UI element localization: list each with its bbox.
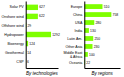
tick-label: Europe: [71, 5, 83, 9]
bars: [84, 4, 111, 65]
bar: [26, 5, 38, 10]
data-label: 1292: [52, 33, 60, 37]
tick-label: Other Asia: [66, 45, 83, 49]
data-label: 622: [39, 14, 45, 18]
tick: Other Asia: [66, 45, 85, 49]
axis-line: [84, 2, 85, 69]
tick: Oceania: [69, 61, 84, 65]
tick-label: Bioenergy: [8, 42, 24, 46]
y-axis: Solar PV Onshore wind Offshore wind Hydropo…: [2, 2, 27, 69]
axis-line: [26, 68, 58, 69]
bars: [26, 5, 51, 65]
data-label: 130: [90, 29, 96, 33]
bar: [84, 12, 111, 17]
tick: Onshore wind: [2, 15, 26, 19]
data-labels: 627 622 29 1292 124 14 6: [27, 5, 60, 63]
bar: [84, 4, 102, 9]
tick: China: [73, 13, 84, 17]
tick: Bioenergy: [8, 42, 26, 46]
tick: USA: [75, 21, 84, 25]
axis-line: [26, 2, 27, 69]
data-label: 510: [104, 5, 110, 9]
data-label: 100: [89, 53, 95, 57]
data-label: 627: [39, 5, 45, 9]
tick-label: China: [73, 13, 82, 17]
tick-label: India: [74, 29, 82, 33]
data-label: 14: [27, 51, 31, 55]
bar: [26, 32, 51, 37]
tick-label: Solar PV: [10, 5, 25, 9]
tick-label: Oceania: [69, 61, 82, 65]
bar: [84, 20, 94, 25]
bar: [26, 14, 38, 19]
data-label: 124: [29, 42, 35, 46]
x-axis: [26, 68, 58, 69]
panel: Europe China USA India Latin Am. Other Asia Mi…: [64, 2, 121, 77]
tick: Geothermal: [5, 51, 26, 55]
tick: Solar PV: [10, 5, 26, 9]
bar: [84, 44, 92, 49]
data-labels: 510758 280 130 250 230 100 22: [86, 5, 118, 65]
data-label: 280: [95, 21, 101, 25]
chart-svg: Solar PV Onshore wind Offshore wind Hydropo…: [0, 0, 124, 77]
bar: [84, 36, 93, 41]
data-label: 22: [86, 61, 90, 65]
tick: Hydropower: [4, 33, 25, 37]
title: By technologies: [26, 71, 59, 76]
data-label: 6: [27, 60, 29, 64]
tick-label: Geothermal: [5, 51, 24, 55]
tick-label: Onshore wind: [2, 15, 24, 19]
data-label: 29: [27, 24, 31, 28]
tick: CSP: [16, 60, 25, 64]
tick: Middle East& Africa: [64, 51, 85, 59]
tick-label: Middle East& Africa: [64, 51, 83, 59]
tick-label-line: & Africa: [70, 55, 82, 59]
tick: Europe: [71, 5, 85, 9]
y-axis: Europe China USA India Latin Am. Other Asia Mi…: [64, 2, 85, 69]
data-label: 758: [113, 13, 119, 17]
tick: India: [74, 29, 84, 33]
tick-label: USA: [75, 21, 83, 25]
tick: Offshore wind: [2, 24, 26, 28]
chart-container: Solar PV Onshore wind Offshore wind Hydropo…: [0, 0, 124, 77]
title: By regions: [92, 71, 114, 76]
data-label: 230: [94, 45, 100, 49]
panel: Solar PV Onshore wind Offshore wind Hydropo…: [2, 2, 60, 77]
x-axis: [85, 68, 121, 69]
axis-line: [85, 68, 121, 69]
tick-label: CSP: [16, 60, 24, 64]
tick-label: Hydropower: [4, 33, 24, 37]
tick-label: Offshore wind: [2, 24, 24, 28]
tick: Latin Am.: [67, 37, 84, 41]
tick-label: Latin Am.: [67, 37, 82, 41]
data-label: 250: [94, 37, 100, 41]
